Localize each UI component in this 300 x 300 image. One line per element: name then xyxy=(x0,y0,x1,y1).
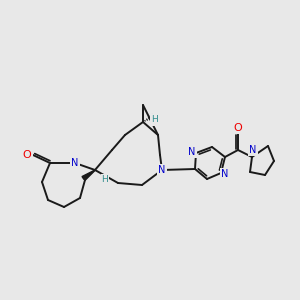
Text: N: N xyxy=(158,165,166,175)
Text: H: H xyxy=(151,116,158,124)
Text: O: O xyxy=(22,150,32,160)
Text: O: O xyxy=(234,123,242,133)
Text: N: N xyxy=(71,158,79,168)
Text: N: N xyxy=(221,169,229,179)
Text: H: H xyxy=(102,176,108,184)
Polygon shape xyxy=(82,170,95,179)
Text: N: N xyxy=(188,147,196,157)
Text: N: N xyxy=(249,145,257,155)
